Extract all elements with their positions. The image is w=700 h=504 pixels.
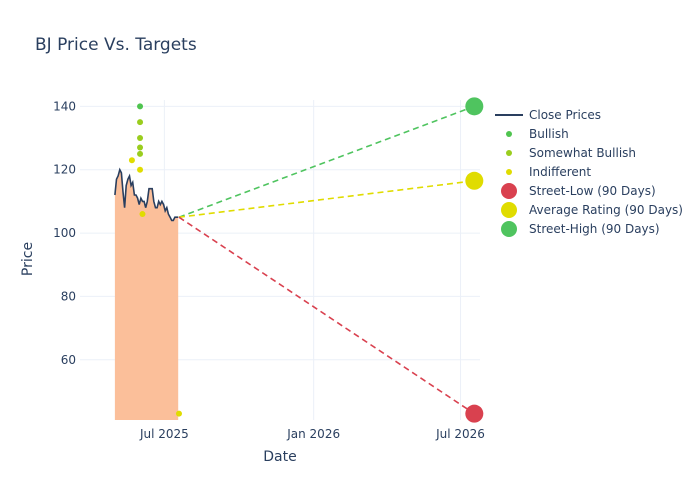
indifferent-point <box>139 211 146 218</box>
indifferent-point <box>137 166 144 173</box>
street-low-projection <box>178 216 475 415</box>
x-axis-label: Date <box>263 449 296 465</box>
y-tick-label: 80 <box>61 289 76 303</box>
legend-swatch-marker <box>501 221 517 237</box>
x-tick-label: Jan 2026 <box>286 427 340 441</box>
legend-swatch-marker <box>501 202 517 218</box>
legend-item-label: Close Prices <box>529 108 601 122</box>
legend: Close Prices Bullish Somewhat Bullish Indif… <box>495 108 683 237</box>
legend-item-label: Street-Low (90 Days) <box>529 184 656 198</box>
somewhat-bullish-point <box>137 150 144 157</box>
close-price-line <box>114 167 179 222</box>
price-area <box>114 169 179 420</box>
chart-title: BJ Price Vs. Targets <box>35 35 197 55</box>
legend-item-label: Bullish <box>529 127 569 141</box>
y-tick-label: 120 <box>53 163 76 177</box>
legend-swatch-dot <box>506 131 512 137</box>
x-tick-label: Jul 2026 <box>435 427 485 441</box>
average-rating-projection <box>178 179 475 219</box>
legend-item-label: Street-High (90 Days) <box>529 222 660 236</box>
street-high-marker <box>465 97 484 116</box>
bullish-point <box>137 103 144 110</box>
y-tick-label: 140 <box>53 99 76 113</box>
y-tick-label: 100 <box>53 226 76 240</box>
somewhat-bullish-point <box>137 119 144 126</box>
y-axis-label: Price <box>20 242 36 276</box>
legend-item-label: Indifferent <box>529 165 591 179</box>
legend-item-label: Average Rating (90 Days) <box>529 203 683 217</box>
indifferent-point <box>175 410 182 417</box>
average-rating-marker <box>465 171 484 190</box>
lines <box>114 105 475 415</box>
street-low-marker <box>465 404 484 423</box>
close-price-area <box>114 169 179 420</box>
legend-item-label: Somewhat Bullish <box>529 146 636 160</box>
x-tick-label: Jul 2025 <box>139 427 189 441</box>
y-tick-label: 60 <box>61 353 76 367</box>
somewhat-bullish-point <box>137 144 144 151</box>
somewhat-bullish-point <box>137 135 144 142</box>
legend-swatch-marker <box>501 183 517 199</box>
legend-swatch-dot <box>506 150 512 156</box>
axes: 60 80 100 120 140 Jul 2025 Jan 2026 Jul 2026 <box>53 99 485 441</box>
points <box>128 97 484 423</box>
street-high-projection <box>178 105 475 218</box>
legend-swatch-dot <box>506 169 512 175</box>
indifferent-point <box>128 157 135 164</box>
